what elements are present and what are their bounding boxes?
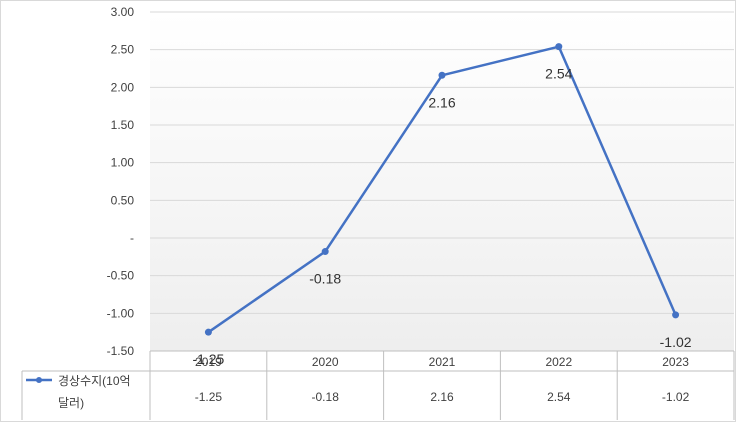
y-tick-label: 0.50: [111, 193, 135, 207]
data-label: -1.02: [660, 334, 692, 350]
x-tick-label: 2020: [312, 355, 339, 369]
data-point: [672, 311, 680, 319]
y-tick-label: 1.50: [111, 118, 135, 132]
y-tick-label: 1.00: [111, 156, 135, 170]
data-label: 2.54: [545, 66, 572, 82]
x-tick-label: 2021: [429, 355, 456, 369]
table-cell-value: 2.54: [547, 390, 571, 404]
y-tick-label: -1.50: [107, 344, 135, 358]
series-layer: [204, 43, 680, 336]
x-tick-label: 2019: [195, 355, 222, 369]
x-tick-label: 2022: [545, 355, 572, 369]
table-cell-value: -1.02: [662, 390, 690, 404]
y-tick-label: 3.00: [111, 5, 135, 19]
data-labels: -1.25 -0.18 2.16 2.54 -1.02: [192, 66, 691, 368]
y-tick-label: -1.00: [107, 306, 135, 320]
table-cell-value: 2.16: [430, 390, 454, 404]
y-tick-label: 2.00: [111, 80, 135, 94]
y-axis-ticks: 3.00 2.50 2.00 1.50 1.00 0.50 - -0.50 -1.00 -1.50: [107, 5, 135, 358]
x-tick-label: 2023: [662, 355, 689, 369]
legend-label: 달러): [58, 396, 84, 410]
y-tick-label: -: [130, 231, 134, 245]
table-cell-value: -1.25: [195, 390, 223, 404]
legend-label: 경상수지(10억: [58, 374, 131, 388]
table-cell-value: -0.18: [312, 390, 340, 404]
gridlines: [150, 11, 734, 314]
plot-area: [150, 12, 734, 351]
data-point: [555, 43, 563, 51]
data-point: [204, 328, 212, 336]
data-point: [438, 71, 446, 79]
data-label: -0.18: [309, 271, 341, 287]
data-label: -1.25: [192, 351, 224, 367]
data-label: 2.16: [428, 94, 455, 110]
legend-marker: [36, 377, 42, 383]
y-tick-label: 2.50: [111, 43, 135, 57]
data-point: [321, 248, 329, 256]
y-tick-label: -0.50: [107, 269, 135, 283]
data-table: 2019-1.252020-0.1820212.1620222.542023-1…: [21, 350, 735, 420]
